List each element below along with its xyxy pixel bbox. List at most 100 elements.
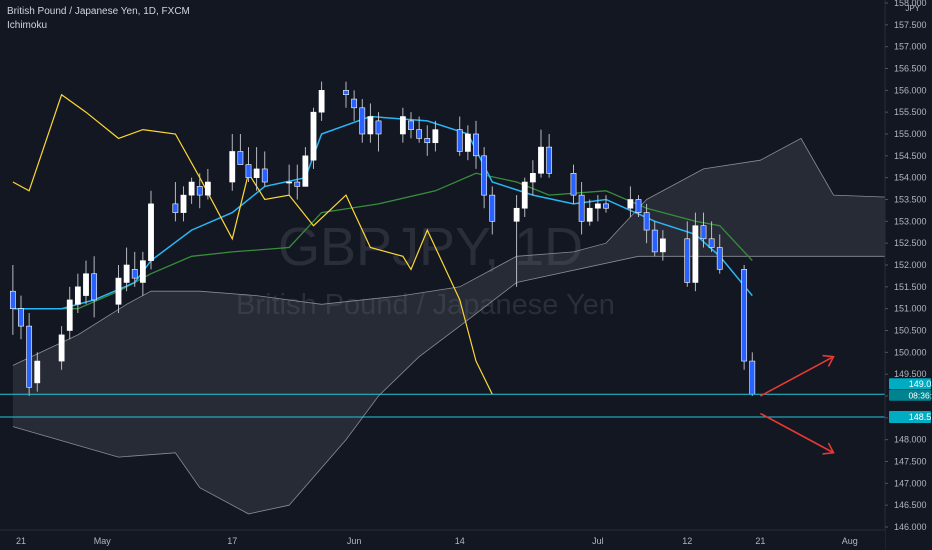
- candle-down: [578, 194, 585, 222]
- time-tick-label: 21: [16, 536, 26, 546]
- candle-down: [9, 290, 16, 309]
- arrow-up-line: [759, 355, 834, 397]
- candle-up: [302, 155, 309, 187]
- candle-up: [432, 129, 439, 144]
- candle-down: [603, 203, 609, 209]
- price-tick-label: 152.500: [894, 238, 927, 248]
- price-tick-label: 154.000: [894, 173, 927, 183]
- arrow-down-head: [822, 442, 835, 455]
- candle-down: [489, 194, 496, 222]
- candle-up: [521, 181, 528, 209]
- candle-down: [18, 308, 24, 327]
- candle-up: [253, 168, 260, 178]
- price-tick-label: 150.500: [894, 326, 927, 336]
- arrow-down-line: [759, 412, 834, 454]
- price-tick-label: 155.000: [894, 129, 927, 139]
- countdown-label: 08:36:38: [908, 390, 932, 400]
- candle-down: [359, 107, 366, 135]
- candle-up: [123, 264, 130, 283]
- candle-down: [643, 212, 650, 231]
- candle-down: [196, 186, 203, 196]
- candle-down: [26, 325, 33, 388]
- candle-up: [180, 194, 187, 213]
- candle-up: [586, 207, 593, 222]
- candle-up: [83, 273, 89, 296]
- price-tick-label: 151.000: [894, 304, 927, 314]
- price-tick-label: 150.000: [894, 347, 927, 357]
- countdown-badge: [889, 389, 931, 401]
- indicator-label[interactable]: Ichimoku: [7, 20, 48, 31]
- candle-down: [684, 238, 691, 283]
- candle-down: [261, 168, 268, 183]
- chikou-span-line: [12, 93, 493, 395]
- candle-up: [188, 181, 195, 196]
- level-price-label: 148.519: [909, 412, 932, 422]
- price-tick-label: 157.500: [894, 20, 927, 30]
- candle-up: [229, 151, 236, 183]
- candle-up: [627, 199, 634, 209]
- candle-down: [716, 247, 723, 270]
- price-axis-unit: JPY: [905, 4, 920, 13]
- candle-down: [546, 146, 553, 174]
- candle-down: [741, 269, 748, 362]
- candle-down: [245, 164, 252, 178]
- candle-down: [351, 98, 358, 109]
- candle-up: [66, 299, 73, 331]
- price-tick-label: 148.000: [894, 435, 927, 445]
- price-tick-label: 154.500: [894, 151, 927, 161]
- time-tick-label: Aug: [842, 536, 858, 546]
- price-tick-label: 156.000: [894, 85, 927, 95]
- candle-up: [399, 116, 406, 135]
- time-tick-label: Jun: [347, 536, 362, 546]
- candle-up: [538, 146, 544, 174]
- time-tick-label: 12: [682, 536, 692, 546]
- price-tick-label: 157.000: [894, 42, 927, 52]
- candle-down: [481, 155, 488, 196]
- last-price-label: 149.039: [909, 379, 932, 389]
- candle-up: [115, 277, 122, 305]
- candle-up: [529, 173, 536, 183]
- symbol-title[interactable]: British Pound / Japanese Yen, 1D, FXCM: [7, 6, 190, 17]
- price-tick-label: 151.500: [894, 282, 927, 292]
- candle-down: [456, 129, 463, 152]
- senkou-span-b-line: [12, 248, 932, 515]
- price-tick-label: 158.000: [894, 0, 927, 8]
- price-tick-label: 147.500: [894, 457, 927, 467]
- candle-down: [237, 151, 244, 165]
- candle-up: [58, 334, 65, 362]
- time-tick-label: Jul: [592, 536, 604, 546]
- time-tick-label: 21: [755, 536, 765, 546]
- time-tick-label: May: [94, 536, 112, 546]
- candles-group: [9, 81, 756, 396]
- candle-down: [91, 273, 98, 301]
- price-tick-label: 152.000: [894, 260, 927, 270]
- price-tick-label: 155.500: [894, 107, 927, 117]
- candle-up: [139, 260, 146, 283]
- price-axis-bg: [885, 0, 932, 550]
- candle-up: [659, 238, 666, 253]
- candle-up: [513, 207, 520, 222]
- candle-down: [375, 120, 382, 135]
- candle-up: [367, 116, 374, 135]
- candle-down: [651, 229, 658, 253]
- price-tick-label: 149.500: [894, 369, 927, 379]
- candle-up: [464, 133, 471, 152]
- time-tick-label: 17: [227, 536, 237, 546]
- candle-down: [749, 360, 756, 395]
- candle-down: [294, 181, 301, 187]
- candle-up: [594, 203, 601, 209]
- price-tick-label: 146.000: [894, 522, 927, 532]
- candle-up: [148, 203, 154, 261]
- candle-down: [473, 133, 479, 157]
- candle-down: [708, 238, 715, 248]
- candle-up: [204, 181, 211, 196]
- candle-down: [700, 225, 707, 240]
- candle-down: [570, 173, 577, 196]
- candle-down: [343, 90, 349, 96]
- candle-down: [408, 120, 414, 130]
- price-tick-label: 156.500: [894, 64, 927, 74]
- candle-up: [286, 181, 293, 184]
- candle-up: [310, 111, 317, 161]
